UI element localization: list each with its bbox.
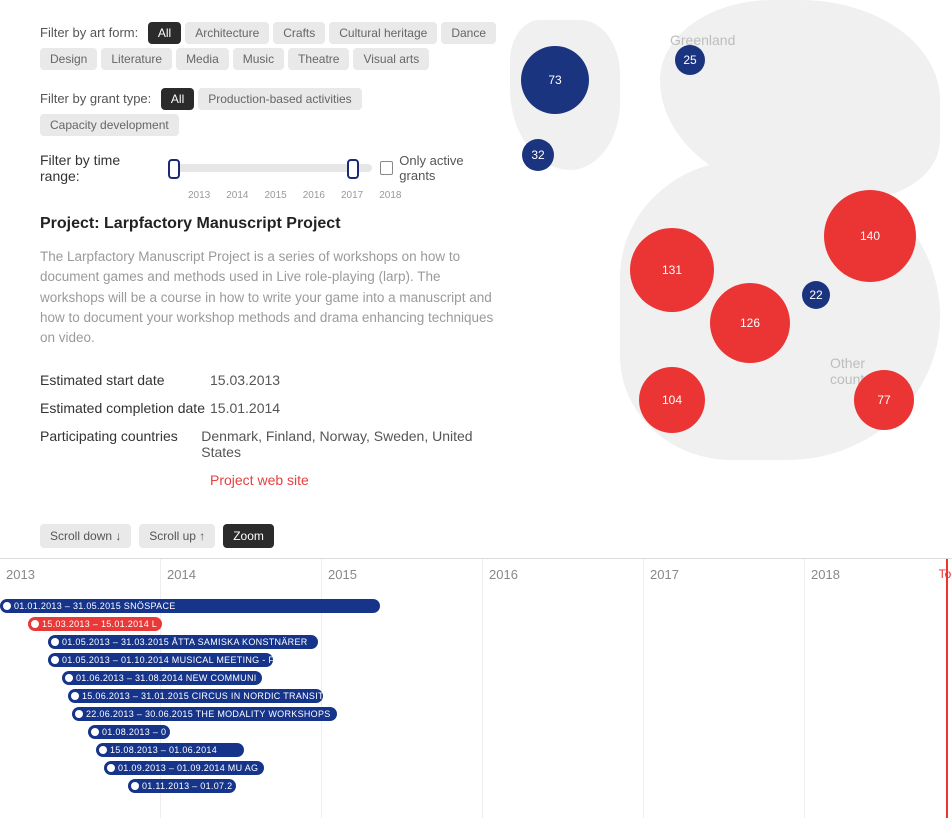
timeline-bar[interactable]: 01.09.2013 – 01.09.2014 MU AG	[104, 761, 264, 775]
map-bubble-22[interactable]: 22	[802, 281, 830, 309]
project-title-name: Larpfactory Manuscript Project	[104, 215, 341, 232]
project-title-prefix: Project:	[40, 215, 104, 232]
map-bubble-104[interactable]: 104	[639, 367, 705, 433]
time-range-ticks: 2013 2014 2015 2016 2017 2018	[188, 190, 500, 201]
scroll-up-button[interactable]: Scroll up ↑	[139, 524, 215, 548]
project-title: Project: Larpfactory Manuscript Project	[40, 215, 500, 233]
grant-type-tag-all[interactable]: All	[161, 88, 194, 110]
time-range-slider[interactable]	[168, 164, 372, 172]
filter-art-form: Filter by art form: AllArchitectureCraft…	[40, 20, 500, 72]
timeline-bar[interactable]: 15.06.2013 – 31.01.2015 CIRCUS IN NORDIC…	[68, 689, 323, 703]
art-form-tag-crafts[interactable]: Crafts	[273, 22, 325, 44]
time-tick-2015: 2015	[265, 190, 287, 201]
only-active-label: Only active grants	[399, 153, 500, 183]
grant-type-tag-production-based-activities[interactable]: Production-based activities	[198, 88, 361, 110]
project-field-value: 15.03.2013	[210, 372, 280, 388]
art-form-tag-all[interactable]: All	[148, 22, 181, 44]
time-tick-2018: 2018	[379, 190, 401, 201]
time-range-handle-min[interactable]	[168, 159, 180, 179]
grant-type-tag-capacity-development[interactable]: Capacity development	[40, 114, 179, 136]
art-form-tag-architecture[interactable]: Architecture	[185, 22, 269, 44]
timeline-bar[interactable]: 15.08.2013 – 01.06.2014	[96, 743, 244, 757]
timeline-bar[interactable]: 01.05.2013 – 31.03.2015 ÅTTA SAMISKA KON…	[48, 635, 318, 649]
filter-grant-type-label: Filter by grant type:	[40, 91, 151, 106]
timeline-year-2015: 2015	[322, 559, 483, 818]
filter-grant-type: Filter by grant type: AllProduction-base…	[40, 86, 500, 138]
filter-time-range-label: Filter by time range:	[40, 152, 160, 184]
timeline-bar[interactable]: 01.05.2013 – 01.10.2014 MUSICAL MEETING …	[48, 653, 273, 667]
map-bubble-25[interactable]: 25	[675, 45, 705, 75]
time-tick-2013: 2013	[188, 190, 210, 201]
time-tick-2014: 2014	[226, 190, 248, 201]
map-bubble-131[interactable]: 131	[630, 228, 714, 312]
map-panel: Greenland Other countries 73253213114012…	[500, 20, 912, 460]
today-label: Tod	[939, 567, 952, 581]
map-bubble-126[interactable]: 126	[710, 283, 790, 363]
project-field: Estimated completion date15.01.2014	[40, 394, 500, 422]
art-form-tag-dance[interactable]: Dance	[441, 22, 496, 44]
timeline-year-2018: 2018	[805, 559, 952, 818]
project-field: Participating countriesDenmark, Finland,…	[40, 422, 500, 466]
timeline-bar[interactable]: 01.06.2013 – 31.08.2014 NEW COMMUNI	[62, 671, 262, 685]
time-tick-2017: 2017	[341, 190, 363, 201]
project-description: The Larpfactory Manuscript Project is a …	[40, 247, 500, 348]
art-form-tag-cultural-heritage[interactable]: Cultural heritage	[329, 22, 437, 44]
scroll-down-button[interactable]: Scroll down ↓	[40, 524, 131, 548]
art-form-tag-music[interactable]: Music	[233, 48, 284, 70]
project-field-label: Estimated start date	[40, 372, 210, 388]
timeline-bar[interactable]: 01.08.2013 – 0	[88, 725, 170, 739]
timeline-bar[interactable]: 01.11.2013 – 01.07.2	[128, 779, 236, 793]
art-form-tag-visual-arts[interactable]: Visual arts	[353, 48, 429, 70]
map-bubble-73[interactable]: 73	[521, 46, 589, 114]
art-form-tag-literature[interactable]: Literature	[101, 48, 172, 70]
time-tick-2016: 2016	[303, 190, 325, 201]
project-website-link[interactable]: Project web site	[210, 472, 309, 488]
only-active-checkbox[interactable]	[380, 161, 394, 175]
project-field-label: Participating countries	[40, 428, 201, 460]
map-label-greenland: Greenland	[670, 32, 735, 48]
map-bubble-140[interactable]: 140	[824, 190, 916, 282]
art-form-tag-theatre[interactable]: Theatre	[288, 48, 349, 70]
timeline-year-2016: 2016	[483, 559, 644, 818]
map-bubble-77[interactable]: 77	[854, 370, 914, 430]
timeline-year-2017: 2017	[644, 559, 805, 818]
timeline-bar[interactable]: 15.03.2013 – 15.01.2014 L	[28, 617, 162, 631]
timeline-bar[interactable]: 01.01.2013 – 31.05.2015 SNÖSPACE	[0, 599, 380, 613]
time-range-handle-max[interactable]	[347, 159, 359, 179]
map-bubble-32[interactable]: 32	[522, 139, 554, 171]
project-field: Estimated start date15.03.2013	[40, 366, 500, 394]
filter-art-form-label: Filter by art form:	[40, 25, 138, 40]
today-line	[946, 559, 948, 818]
project-field-value: 15.01.2014	[210, 400, 280, 416]
filter-time-range: Filter by time range: Only active grants	[40, 152, 500, 184]
timeline-controls: Scroll down ↓ Scroll up ↑ Zoom	[40, 524, 952, 548]
art-form-tag-design[interactable]: Design	[40, 48, 97, 70]
timeline-bar[interactable]: 22.06.2013 – 30.06.2015 THE MODALITY WOR…	[72, 707, 337, 721]
art-form-tag-media[interactable]: Media	[176, 48, 229, 70]
project-field-value: Denmark, Finland, Norway, Sweden, United…	[201, 428, 500, 460]
zoom-button[interactable]: Zoom	[223, 524, 274, 548]
project-field-label: Estimated completion date	[40, 400, 210, 416]
timeline[interactable]: 201320142015201620172018 01.01.2013 – 31…	[0, 558, 952, 818]
